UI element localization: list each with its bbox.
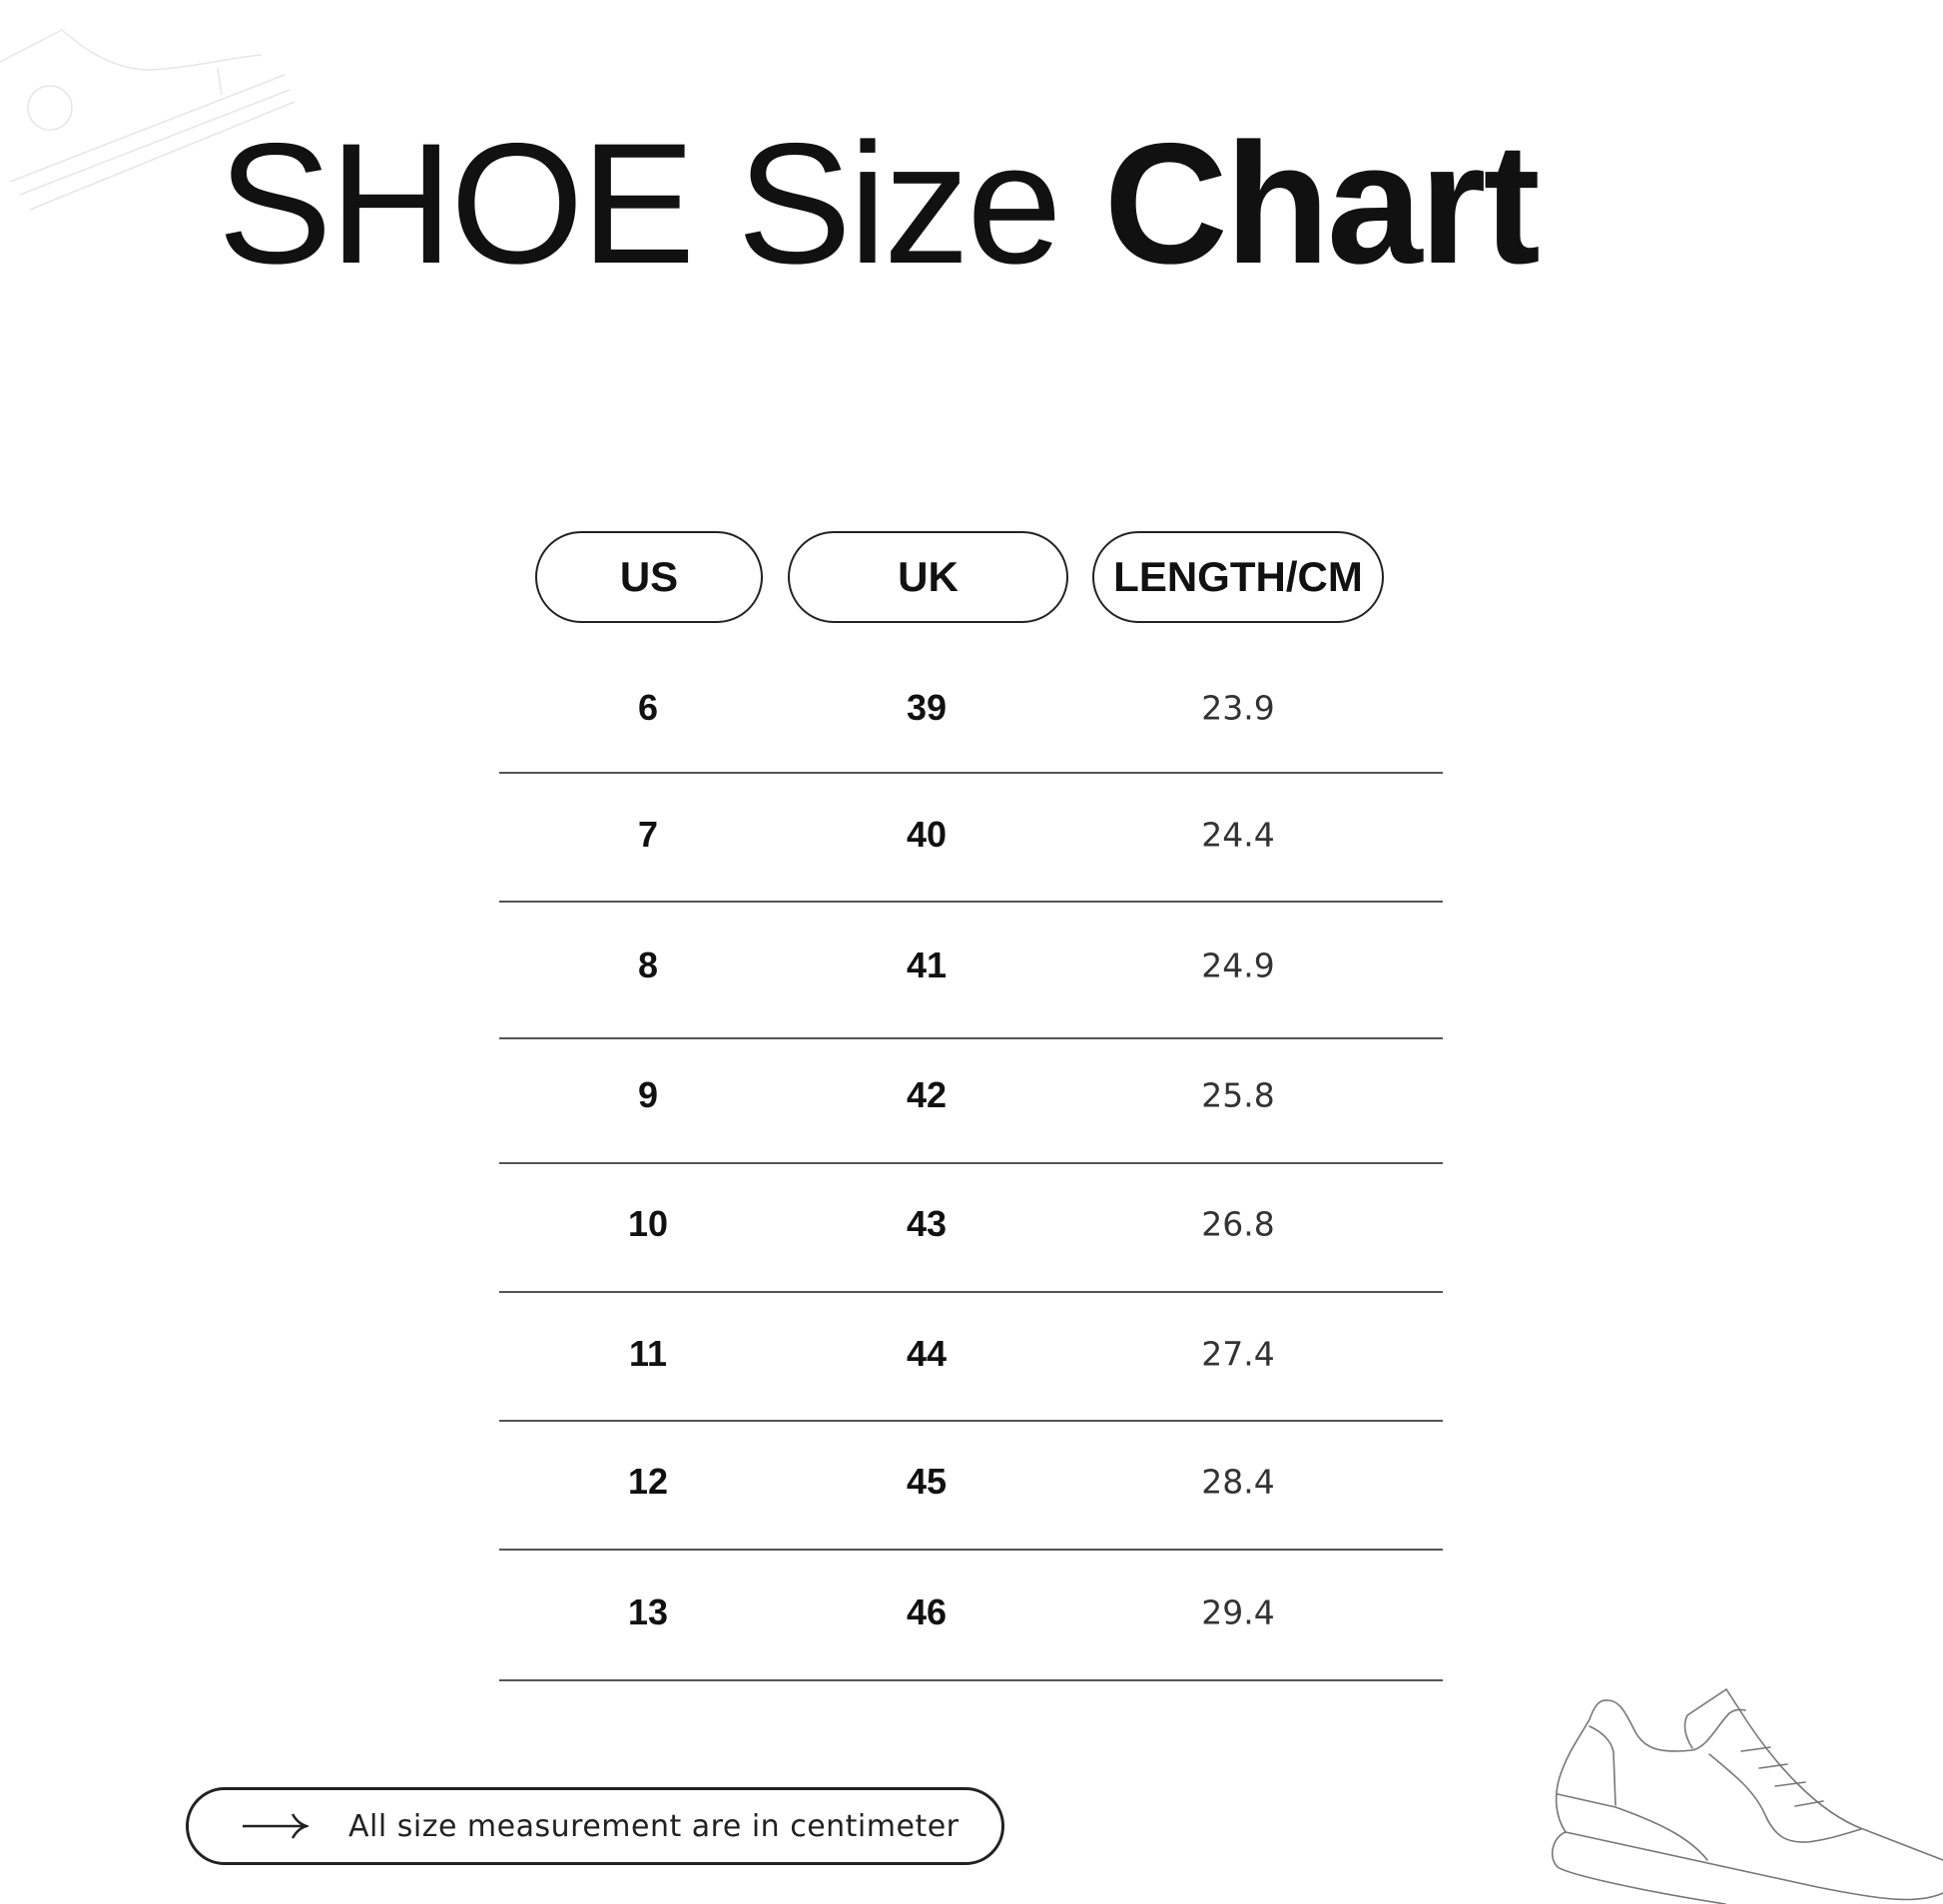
length-cm-cell: 28.4 bbox=[1201, 1462, 1275, 1502]
row-divider bbox=[499, 1291, 1443, 1293]
uk-size-cell: 44 bbox=[906, 1333, 948, 1374]
length-cm-cell: 25.8 bbox=[1201, 1075, 1275, 1115]
us-size-cell: 7 bbox=[637, 814, 659, 855]
length-cm-cell: 24.9 bbox=[1201, 946, 1275, 985]
row-divider bbox=[499, 1679, 1443, 1681]
us-size-cell: 8 bbox=[637, 945, 659, 985]
uk-size-cell: 42 bbox=[906, 1074, 948, 1115]
row-divider bbox=[499, 1162, 1443, 1164]
uk-size-cell: 39 bbox=[906, 687, 948, 728]
column-header-length: LENGTH/CM bbox=[1092, 531, 1384, 623]
title-light: SHOE Size bbox=[218, 108, 1104, 300]
row-divider bbox=[499, 1037, 1443, 1039]
row-divider bbox=[499, 901, 1443, 903]
length-cm-cell: 29.4 bbox=[1201, 1592, 1275, 1632]
us-size-cell: 6 bbox=[637, 687, 659, 728]
us-size-cell: 9 bbox=[637, 1074, 659, 1115]
length-cm-cell: 27.4 bbox=[1201, 1334, 1275, 1374]
sneaker-outline-icon bbox=[1551, 1687, 1943, 1904]
us-size-cell: 11 bbox=[628, 1333, 668, 1374]
column-header-us: US bbox=[535, 531, 763, 623]
uk-size-cell: 46 bbox=[906, 1591, 948, 1632]
uk-size-cell: 45 bbox=[906, 1461, 948, 1502]
us-size-cell: 13 bbox=[627, 1591, 669, 1632]
column-header-uk: UK bbox=[788, 531, 1068, 623]
note-text: All size measurement are in centimeter bbox=[348, 1808, 960, 1844]
row-divider bbox=[499, 1420, 1443, 1422]
uk-size-cell: 41 bbox=[906, 945, 948, 985]
title-bold: Chart bbox=[1103, 108, 1541, 300]
uk-size-cell: 43 bbox=[906, 1203, 948, 1244]
row-divider bbox=[499, 772, 1443, 774]
uk-size-cell: 40 bbox=[906, 814, 948, 855]
page-title: SHOE Size Chart bbox=[218, 118, 1541, 290]
length-cm-cell: 24.4 bbox=[1201, 815, 1275, 855]
length-cm-cell: 26.8 bbox=[1201, 1204, 1275, 1244]
row-divider bbox=[499, 1549, 1443, 1551]
arrow-right-icon bbox=[243, 1813, 309, 1839]
measurement-note: All size measurement are in centimeter bbox=[186, 1787, 1004, 1865]
us-size-cell: 10 bbox=[627, 1203, 669, 1244]
length-cm-cell: 23.9 bbox=[1201, 688, 1275, 728]
us-size-cell: 12 bbox=[627, 1461, 669, 1502]
sneaker-outline-icon bbox=[0, 29, 296, 211]
